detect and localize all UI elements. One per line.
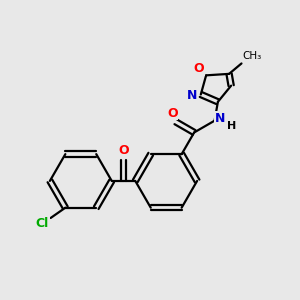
Text: CH₃: CH₃ <box>242 51 261 61</box>
Text: N: N <box>215 112 225 125</box>
Text: O: O <box>118 144 129 158</box>
Text: O: O <box>194 62 204 75</box>
Text: Cl: Cl <box>36 217 49 230</box>
Text: H: H <box>227 121 236 131</box>
Text: N: N <box>187 89 197 103</box>
Text: O: O <box>167 106 178 119</box>
